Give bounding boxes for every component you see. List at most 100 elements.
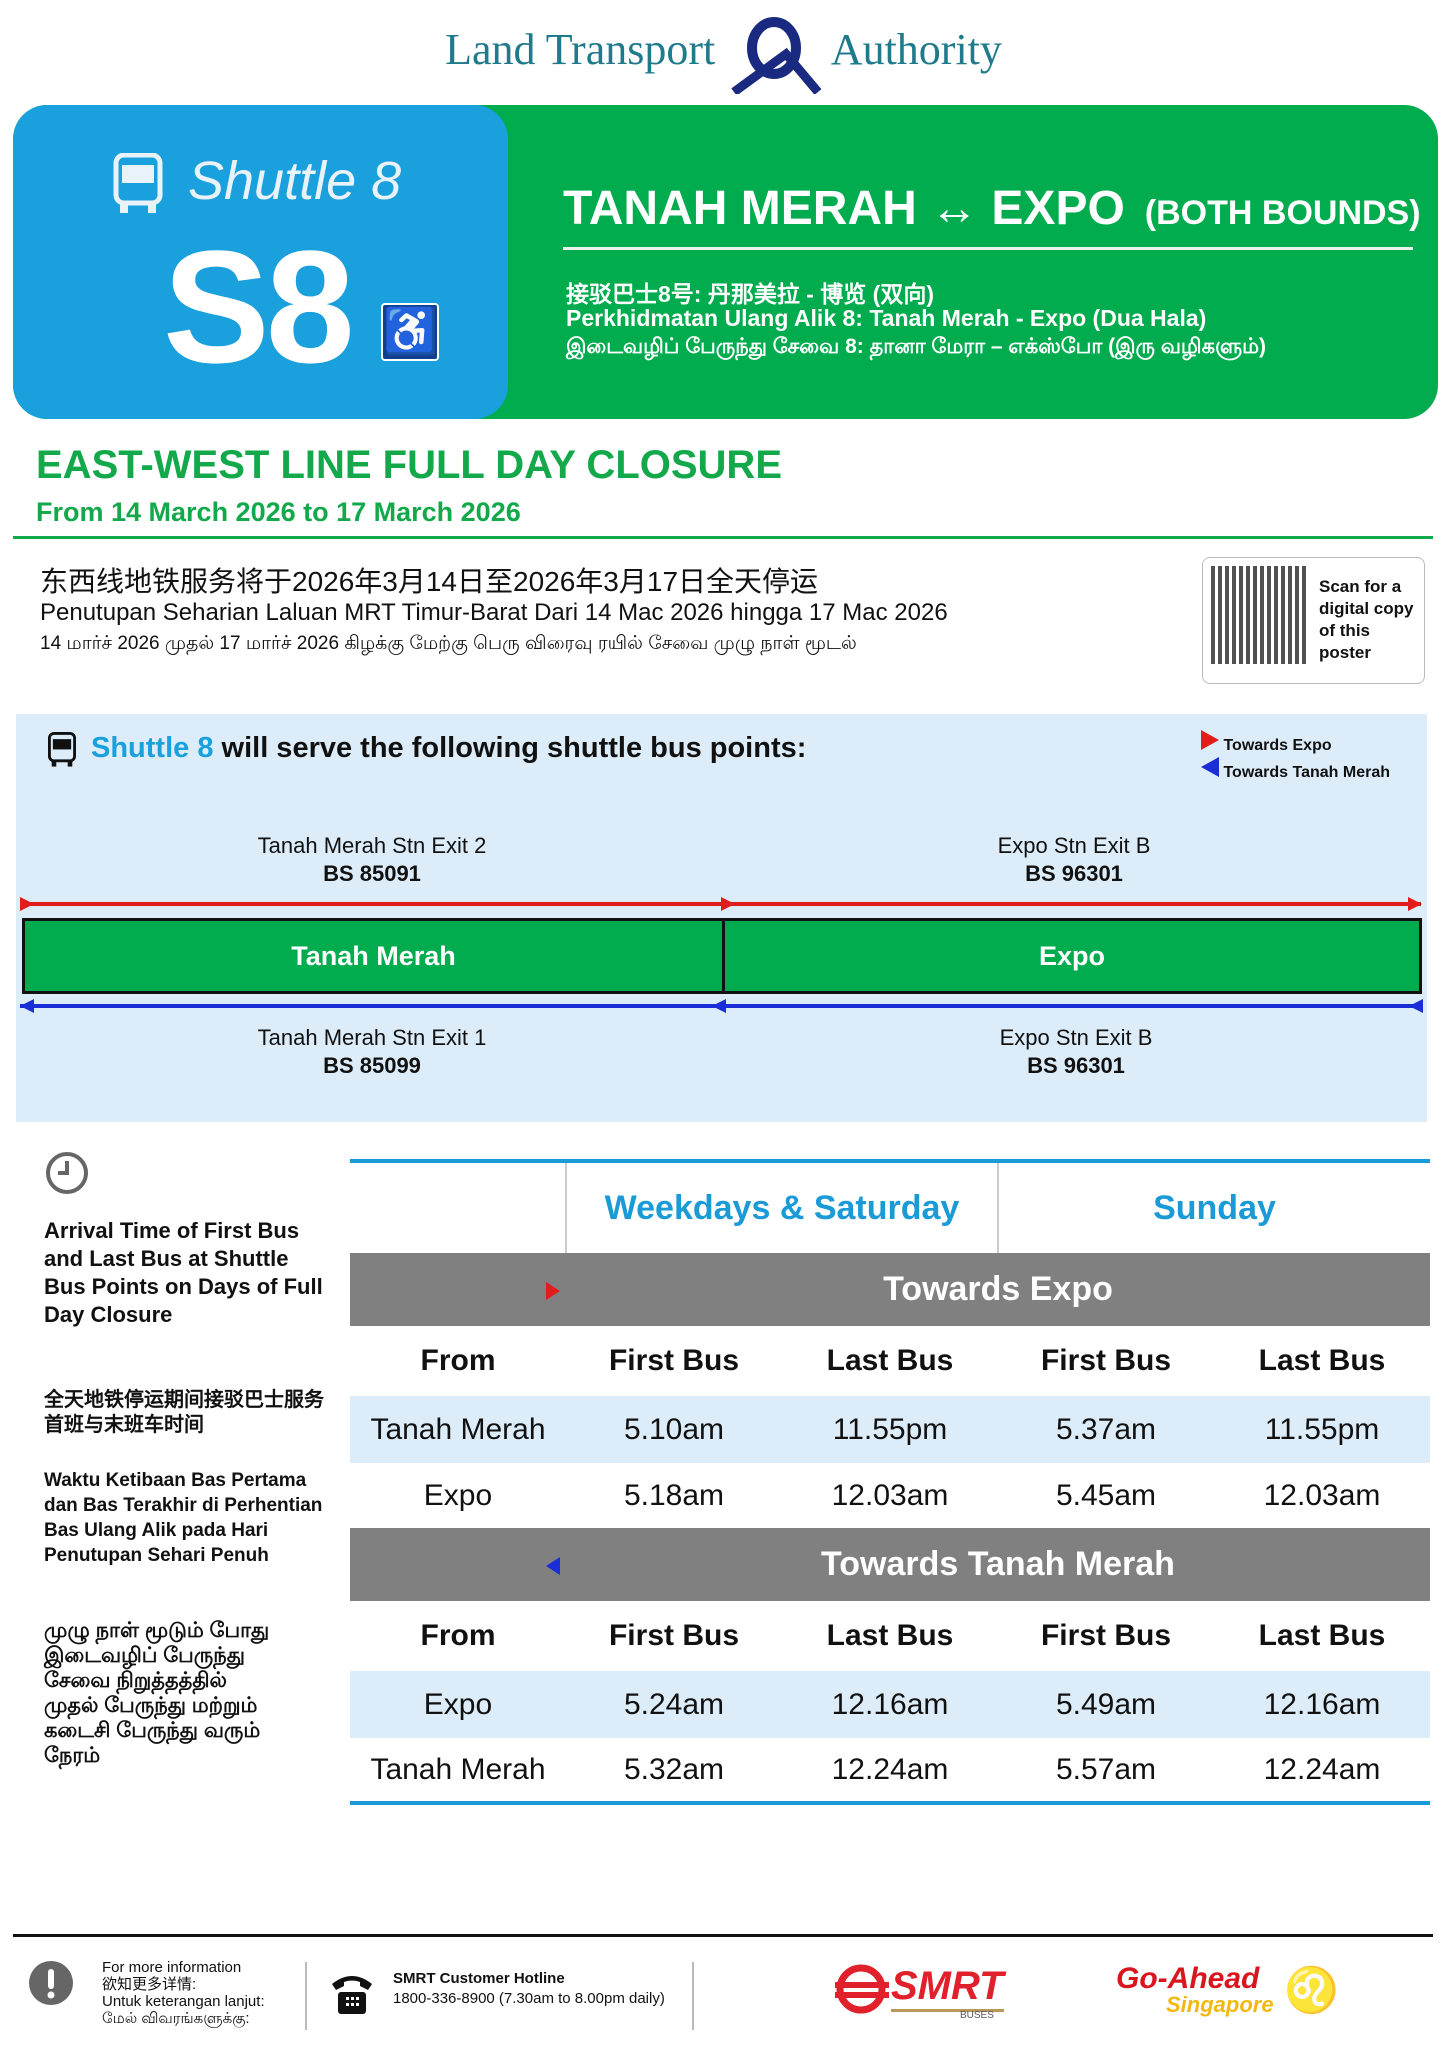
cell: 12.16am (782, 1671, 998, 1738)
hotline-title: SMRT Customer Hotline (393, 1970, 565, 1987)
column-header: From (420, 1619, 496, 1652)
bus-icon (48, 732, 76, 767)
section-row: Towards Tanah Merah (350, 1528, 1430, 1601)
legend-towards-expo: Towards Expo (1201, 730, 1332, 755)
clock-icon (46, 1152, 88, 1194)
info-tamil: மேல் விவரங்களுக்கு: (102, 2010, 250, 2027)
cell: 12.03am (831, 1478, 949, 1512)
section-title: Towards Expo (566, 1253, 1430, 1326)
table-row: Tanah Merah 5.10am 11.55pm 5.37am 11.55pm (350, 1396, 1430, 1463)
section-row: Towards Expo (350, 1253, 1430, 1326)
stop-code: BS 96301 (1025, 861, 1123, 886)
goahead-sub: Singapore (1166, 1992, 1274, 2017)
qr-code-box[interactable]: Scan for a digital copy of this poster (1202, 557, 1425, 684)
side-chinese: 全天地铁停运期间接驳巴士服务首班与末班车时间 (44, 1389, 324, 1436)
cell: 5.37am (998, 1396, 1214, 1463)
cell: 12.24am (831, 1752, 949, 1786)
points-title-highlight: Shuttle 8 (91, 732, 214, 764)
stop-top-tanah-merah: Tanah Merah Stn Exit 2 BS 85091 (172, 832, 572, 888)
info-labels: For more information 欲知更多详情: Untuk keter… (102, 1959, 265, 2027)
qr-code-icon[interactable] (1211, 566, 1309, 664)
header-weekdays: Weekdays & Saturday (565, 1161, 998, 1253)
cell: 5.10am (566, 1396, 782, 1463)
cell: 5.45am (1055, 1478, 1157, 1512)
telephone-icon (332, 1976, 372, 2014)
hotline-number[interactable]: 1800-336-8900 (7.30am to 8.00pm daily) (393, 1990, 665, 2007)
column-header: Last Bus (826, 1344, 954, 1377)
column-header-row: From First Bus Last Bus First Bus Last Bus (350, 1601, 1430, 1671)
stop-bottom-expo: Expo Stn Exit B BS 96301 (876, 1024, 1276, 1080)
section-icon-cell (350, 1528, 566, 1601)
towards-expo-arrow (20, 897, 1422, 911)
footer-divider (13, 1934, 1433, 1937)
info-english: For more information (102, 1959, 242, 1976)
logo-text-left: Land Transport (445, 25, 716, 75)
divider (13, 536, 1433, 539)
closure-title: EAST-WEST LINE FULL DAY CLOSURE (36, 443, 782, 487)
smrt-logo: SMRT BUSES (835, 1962, 1015, 2022)
column-header: First Bus (1040, 1344, 1172, 1377)
shuttle-points-panel: Shuttle 8 will serve the following shutt… (16, 714, 1427, 1122)
closure-dates: From 14 March 2026 to 17 March 2026 (36, 497, 521, 527)
info-malay: Untuk keterangan lanjut: (102, 1993, 265, 2010)
station-expo: Expo (722, 918, 1422, 994)
section-title: Towards Tanah Merah (566, 1528, 1430, 1601)
shuttle-label: Shuttle 8 (188, 151, 402, 211)
stop-name: Expo Stn Exit B (999, 1025, 1153, 1050)
logo-text-right: Authority (830, 25, 1002, 75)
table-row: Expo 5.18am 12.03am 5.45am 12.03am (350, 1463, 1430, 1528)
side-tamil: முழு நாள் மூடும் போது இடைவழிப் பேருந்து … (44, 1619, 270, 1767)
info-exclamation-icon (29, 1961, 73, 2005)
route-bounds: (BOTH BOUNDS) (1144, 194, 1421, 232)
table-row: Expo 5.24am 12.16am 5.49am 12.16am (350, 1671, 1430, 1738)
lta-emblem-icon (731, 17, 822, 94)
cell: 5.24am (566, 1671, 782, 1738)
column-header: Last Bus (1258, 1344, 1386, 1377)
cell: 12.03am (1263, 1478, 1381, 1512)
cell: 5.57am (1055, 1752, 1157, 1786)
service-panel: Shuttle 8 S8 ♿ (13, 105, 508, 419)
cell: Tanah Merah (350, 1396, 566, 1463)
lion-icon: ♌ (1284, 1966, 1339, 2015)
towards-tanah-merah-arrow (20, 999, 1423, 1013)
column-header: From (420, 1344, 496, 1377)
route-title: TANAH MERAH ↔ EXPO (BOTH BOUNDS) (563, 181, 1421, 236)
footer-separator (692, 1962, 694, 2030)
section-icon-cell (350, 1253, 566, 1326)
divider (563, 247, 1413, 250)
route-tamil: இடைவழிப் பேருந்து சேவை 8: தானா மேரா – எக… (566, 335, 1267, 358)
cell: 12.16am (1214, 1671, 1430, 1738)
smrt-emblem-icon (835, 1964, 889, 2014)
route-malay: Perkhidmatan Ulang Alik 8: Tanah Merah -… (566, 305, 1207, 331)
column-header: Last Bus (826, 1619, 954, 1652)
closure-tamil: 14 மார்ச் 2026 முதல் 17 மார்ச் 2026 கிழக… (40, 633, 857, 654)
route-chinese: 接驳巴士8号: 丹那美拉 - 博览 (双向) (566, 281, 934, 307)
column-header-row: From First Bus Last Bus First Bus Last Bus (350, 1326, 1430, 1396)
cell: 5.49am (998, 1671, 1214, 1738)
column-header: First Bus (608, 1619, 740, 1652)
cell: 12.24am (1263, 1752, 1381, 1786)
qr-caption: Scan for a digital copy of this poster (1319, 577, 1414, 662)
red-arrow-icon (546, 1282, 560, 1300)
smrt-text: SMRT (891, 1964, 1004, 2012)
legend-label: Towards Tanah Merah (1223, 764, 1390, 781)
legend-towards-tanah-merah: Towards Tanah Merah (1201, 757, 1390, 782)
go-ahead-logo: Go-Ahead Singapore ♌ (1116, 1962, 1339, 2022)
header-sunday: Sunday (997, 1161, 1430, 1253)
stop-code: BS 85091 (323, 861, 421, 886)
red-arrow-icon (1201, 730, 1219, 750)
closure-malay: Penutupan Seharian Laluan MRT Timur-Bara… (40, 599, 948, 626)
column-header: First Bus (608, 1344, 740, 1377)
cell: 5.18am (623, 1478, 725, 1512)
blue-arrow-icon (546, 1557, 560, 1575)
stop-bottom-tanah-merah: Tanah Merah Stn Exit 1 BS 85099 (172, 1024, 572, 1080)
goahead-text: Go-Ahead (1116, 1962, 1260, 1995)
blue-arrow-icon (1201, 757, 1219, 777)
cell: 11.55pm (782, 1396, 998, 1463)
column-header: First Bus (1040, 1619, 1172, 1652)
station-tanah-merah: Tanah Merah (22, 918, 725, 994)
smrt-sub: BUSES (960, 2010, 994, 2021)
column-header: Last Bus (1258, 1619, 1386, 1652)
empty-cell (350, 1161, 566, 1253)
cell: Expo (423, 1478, 493, 1512)
